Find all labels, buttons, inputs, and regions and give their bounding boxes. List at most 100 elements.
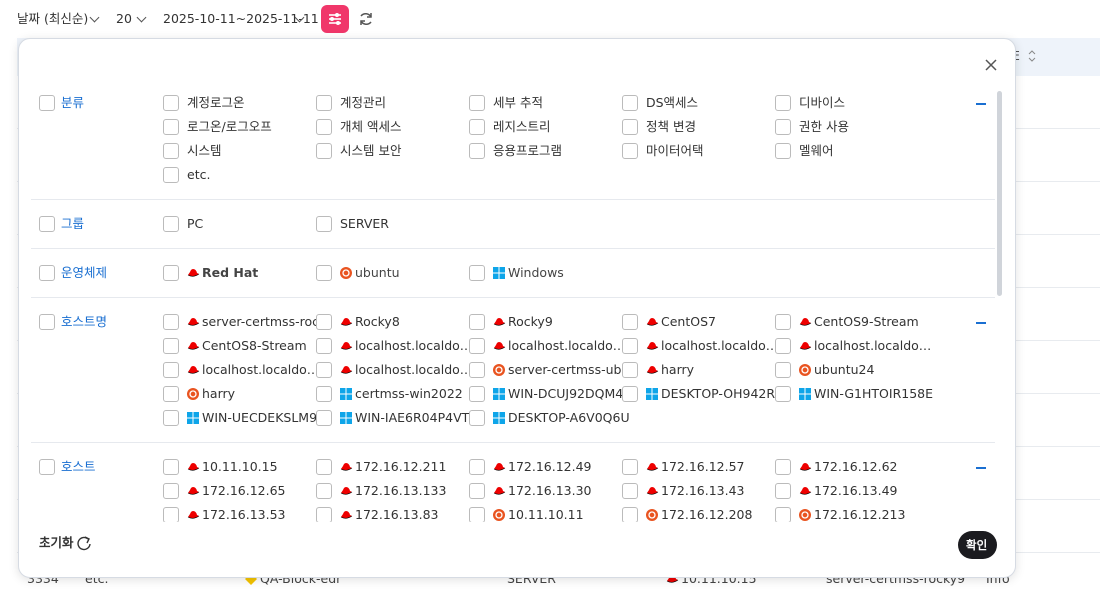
- option-checkbox[interactable]: [622, 119, 638, 135]
- option-checkbox[interactable]: [316, 386, 332, 402]
- scrollbar: [997, 91, 1002, 296]
- option-checkbox[interactable]: [622, 143, 638, 159]
- option-checkbox[interactable]: [775, 119, 791, 135]
- section-checkbox[interactable]: [39, 265, 55, 281]
- os-icon: [646, 364, 659, 376]
- option-checkbox[interactable]: [469, 459, 485, 475]
- option-checkbox[interactable]: [316, 410, 332, 426]
- sort-select[interactable]: 날짜 (최신순): [17, 11, 89, 26]
- option-checkbox[interactable]: [316, 265, 332, 281]
- divider: [31, 248, 995, 249]
- option-checkbox[interactable]: [775, 314, 791, 330]
- option-checkbox[interactable]: [775, 507, 791, 522]
- option-checkbox[interactable]: [316, 119, 332, 135]
- close-button[interactable]: [985, 59, 997, 71]
- section-checkbox[interactable]: [39, 216, 55, 232]
- os-icon: [340, 316, 353, 328]
- page-size-select[interactable]: 20: [116, 11, 132, 26]
- option-checkbox[interactable]: [775, 95, 791, 111]
- option-checkbox[interactable]: [163, 167, 179, 183]
- option-label: 172.16.12.211: [355, 459, 447, 474]
- option-checkbox[interactable]: [163, 216, 179, 232]
- os-icon: [493, 364, 505, 376]
- option-checkbox[interactable]: [469, 338, 485, 354]
- option-checkbox[interactable]: [316, 216, 332, 232]
- option-checkbox[interactable]: [469, 119, 485, 135]
- option-checkbox[interactable]: [469, 507, 485, 522]
- option-checkbox[interactable]: [163, 459, 179, 475]
- option-checkbox[interactable]: [622, 338, 638, 354]
- section-checkbox[interactable]: [39, 95, 55, 111]
- option-checkbox[interactable]: [163, 119, 179, 135]
- option-checkbox[interactable]: [622, 459, 638, 475]
- option-checkbox[interactable]: [163, 507, 179, 522]
- option-label: 172.16.13.49: [814, 483, 898, 498]
- option-label: CentOS9-Stream: [814, 314, 919, 329]
- divider: [31, 297, 995, 298]
- option-checkbox[interactable]: [316, 507, 332, 522]
- option-checkbox[interactable]: [775, 386, 791, 402]
- section-checkbox[interactable]: [39, 459, 55, 475]
- option-checkbox[interactable]: [469, 143, 485, 159]
- option-checkbox[interactable]: [163, 95, 179, 111]
- filter-panel: 분류 계정로그온 계정관리 세부 추적 DS액세스 디바이스 로그온/로그오프 개체 액세스 레…: [18, 38, 1016, 578]
- date-range[interactable]: 2025-10-11~2025-11-11: [163, 11, 319, 26]
- option-checkbox[interactable]: [622, 507, 638, 522]
- option-checkbox[interactable]: [622, 362, 638, 378]
- option-checkbox[interactable]: [316, 459, 332, 475]
- collapse-toggle: [976, 103, 986, 105]
- section-checkbox[interactable]: [39, 314, 55, 330]
- option-checkbox[interactable]: [163, 143, 179, 159]
- option-label: 응용프로그램: [493, 143, 563, 158]
- os-icon: [493, 461, 506, 473]
- option-checkbox[interactable]: [622, 386, 638, 402]
- option-checkbox[interactable]: [469, 410, 485, 426]
- option-checkbox[interactable]: [775, 483, 791, 499]
- option-checkbox[interactable]: [163, 265, 179, 281]
- option-checkbox[interactable]: [316, 95, 332, 111]
- option-checkbox[interactable]: [469, 314, 485, 330]
- option-checkbox[interactable]: [775, 459, 791, 475]
- option-checkbox[interactable]: [775, 143, 791, 159]
- option-checkbox[interactable]: [622, 314, 638, 330]
- option-checkbox[interactable]: [469, 483, 485, 499]
- option-checkbox[interactable]: [622, 95, 638, 111]
- option-label: CentOS8-Stream: [202, 338, 307, 353]
- option-checkbox[interactable]: [163, 338, 179, 354]
- option-label: 마이터어택: [646, 143, 704, 158]
- option-checkbox[interactable]: [316, 483, 332, 499]
- os-icon: [340, 461, 353, 473]
- os-icon: [646, 316, 659, 328]
- reset-button[interactable]: 초기화: [39, 535, 74, 550]
- option-checkbox[interactable]: [316, 314, 332, 330]
- option-checkbox[interactable]: [622, 483, 638, 499]
- option-checkbox[interactable]: [163, 362, 179, 378]
- os-icon: [187, 485, 200, 497]
- option-checkbox[interactable]: [469, 386, 485, 402]
- option-checkbox[interactable]: [163, 483, 179, 499]
- option-checkbox[interactable]: [316, 338, 332, 354]
- option-checkbox[interactable]: [316, 143, 332, 159]
- confirm-button[interactable]: 확인: [958, 531, 997, 559]
- option-checkbox[interactable]: [469, 95, 485, 111]
- option-checkbox[interactable]: [775, 338, 791, 354]
- option-label: ubuntu24: [814, 362, 875, 377]
- refresh-button[interactable]: [358, 11, 374, 27]
- option-label: Windows: [508, 265, 564, 280]
- option-checkbox[interactable]: [163, 314, 179, 330]
- option-checkbox[interactable]: [316, 362, 332, 378]
- option-checkbox[interactable]: [469, 265, 485, 281]
- option-label: 172.16.12.213: [814, 507, 906, 522]
- filter-button[interactable]: [321, 5, 349, 33]
- section-title: 호스트명: [61, 314, 108, 329]
- divider: [31, 442, 995, 443]
- os-icon: [799, 316, 812, 328]
- confirm-label: 확인: [966, 538, 988, 552]
- option-checkbox[interactable]: [775, 362, 791, 378]
- option-label: DESKTOP-A6V0Q6U: [508, 410, 630, 425]
- option-checkbox[interactable]: [163, 386, 179, 402]
- option-label: 172.16.12.49: [508, 459, 592, 474]
- option-checkbox[interactable]: [163, 410, 179, 426]
- option-checkbox[interactable]: [469, 362, 485, 378]
